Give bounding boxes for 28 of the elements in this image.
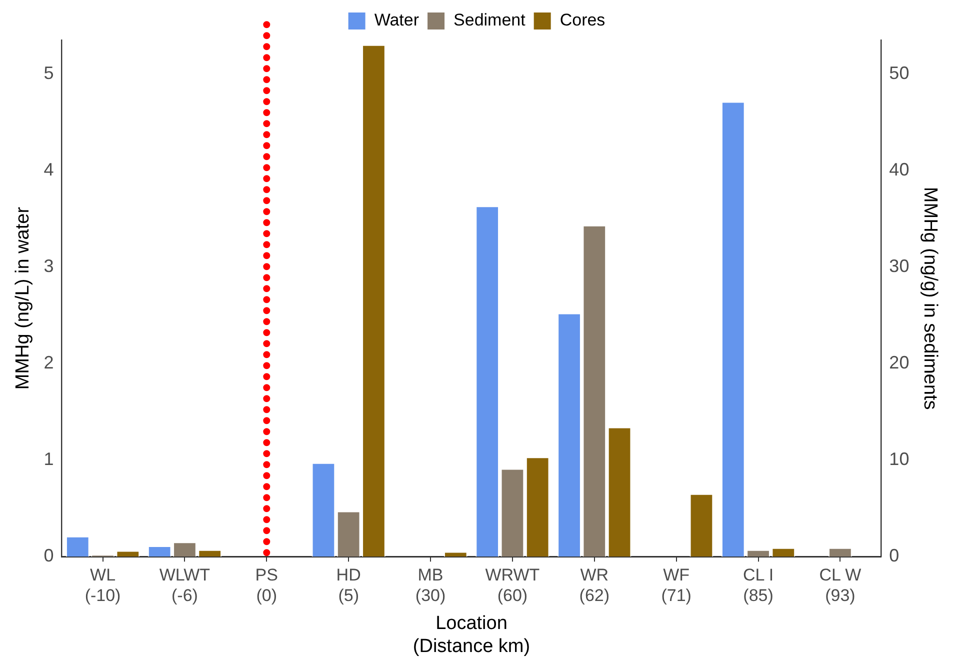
x-tick-label: WRWT (60) xyxy=(485,565,540,605)
y2-tick-label: 40 xyxy=(889,159,910,180)
y-tick-label: 0 xyxy=(44,546,54,566)
y2-tick-label: 10 xyxy=(889,449,910,470)
x-axis-title: Location (Distance km) xyxy=(412,613,530,657)
y-tick-label: 5 xyxy=(44,62,54,83)
x-tick-label: PS (0) xyxy=(255,565,278,605)
y-tick-label: 4 xyxy=(44,159,54,180)
x-tick-label: MB (30) xyxy=(415,565,446,605)
x-tick-label: WR (62) xyxy=(579,565,610,605)
y2-tick-label: 20 xyxy=(889,352,910,372)
legend-label: Water xyxy=(374,10,420,30)
y2-axis-title: MMHg (ng/g) in sediments xyxy=(919,186,940,410)
x-tick-label: WL (-10) xyxy=(84,565,121,605)
y-tick-label: 3 xyxy=(44,256,54,276)
legend-label: Cores xyxy=(560,10,606,30)
x-tick-label: CL I (85) xyxy=(743,565,774,605)
x-tick-label: CL W (93) xyxy=(819,565,862,605)
y-tick-label: 1 xyxy=(44,449,54,470)
y2-tick-label: 30 xyxy=(889,256,910,276)
y-axis-title: MMHg (ng/L) in water xyxy=(12,206,34,390)
y2-tick-label: 50 xyxy=(889,62,910,83)
x-tick-label: WF (71) xyxy=(661,565,692,605)
y2-tick-label: 0 xyxy=(889,546,900,566)
legend-label: Sediment xyxy=(454,10,526,30)
x-tick-label: HD (5) xyxy=(336,565,361,605)
x-tick-label: WLWT (-6) xyxy=(159,565,210,605)
y-tick-label: 2 xyxy=(44,352,54,372)
